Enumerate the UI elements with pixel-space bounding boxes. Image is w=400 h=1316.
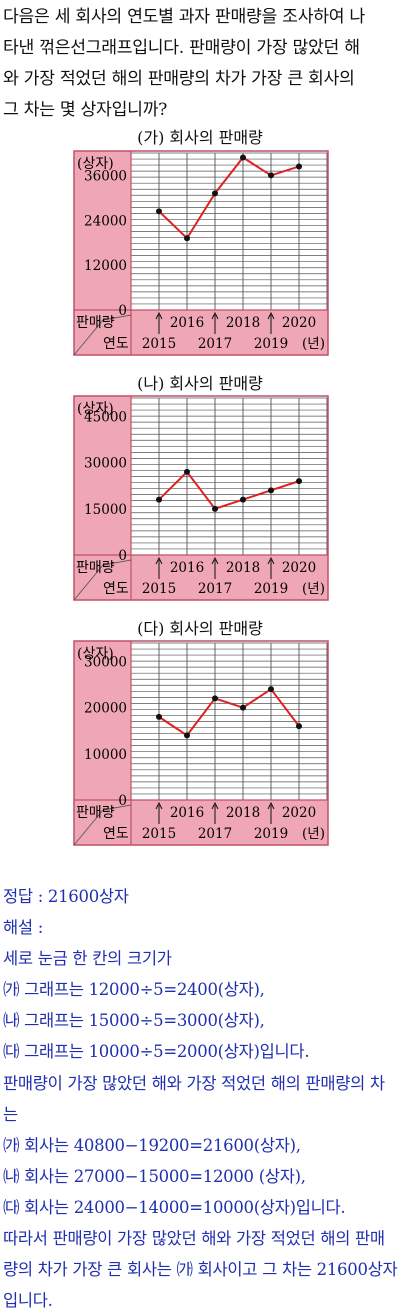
row-label: 판매량 (76, 805, 115, 821)
data-point (184, 732, 190, 739)
data-point (268, 487, 274, 494)
y-tick-label: 0 (118, 548, 127, 564)
data-point (184, 235, 190, 242)
explanation-line: ㈐ 회사는 24000−14000=10000(상자)입니다. (3, 1197, 346, 1217)
data-point (240, 496, 246, 503)
x-tick-label: 2018 (226, 560, 260, 576)
data-point (296, 478, 302, 485)
x-tick-label: 2016 (170, 560, 204, 576)
data-point (268, 686, 274, 693)
x-tick-label: 2016 (170, 315, 204, 331)
y-tick-label: 10000 (84, 747, 127, 763)
column-label: 연도 (103, 581, 129, 597)
explanation-line: ㈐ 그래프는 10000÷5=2000(상자)입니다. (3, 1042, 310, 1062)
y-tick-label: 24000 (84, 213, 127, 229)
y-tick-label: 20000 (84, 701, 127, 717)
data-point (184, 468, 190, 475)
x-tick-label: 2017 (198, 581, 232, 597)
y-tick-label: 36000 (84, 168, 127, 184)
explanation-line: ㈏ 그래프는 15000÷5=3000(상자), (3, 1011, 265, 1031)
column-label: 연도 (103, 336, 129, 352)
x-tick-label: 2015 (142, 826, 176, 842)
x-tick-label: 2016 (170, 805, 204, 821)
y-tick-label: 45000 (84, 409, 127, 425)
explanation-line: ㈎ 회사는 40800−19200=21600(상자), (3, 1135, 301, 1155)
y-axis-label: (상자) (77, 401, 114, 417)
answer-section: 정답 : 21600상자 해설 : 세로 눈금 한 칸의 크기가 ㈎ 그래프는 … (3, 881, 399, 1316)
y-axis-panel (74, 396, 131, 555)
data-point (212, 190, 218, 197)
explanation-line: 세로 눈금 한 칸의 크기가 (3, 949, 172, 969)
data-point (240, 154, 246, 161)
x-tick-label: 2018 (226, 805, 260, 821)
data-point (240, 704, 246, 711)
x-tick-label: 2015 (142, 581, 176, 597)
y-tick-label: 0 (118, 303, 127, 319)
data-point (296, 723, 302, 730)
data-point (268, 172, 274, 179)
data-point (296, 163, 302, 170)
x-tick-label: 2020 (282, 315, 316, 331)
explanation-label: 해설 : (3, 918, 43, 938)
unit-label: (년) (302, 336, 325, 352)
x-tick-label: 2020 (282, 805, 316, 821)
explanation-line: ㈎ 그래프는 12000÷5=2400(상자), (3, 980, 265, 1000)
row-label: 판매량 (76, 560, 115, 576)
explanation-line: 판매량이 가장 많았던 해와 가장 적었던 해의 판매량의 차는 (3, 1073, 385, 1124)
data-point (156, 496, 162, 503)
x-tick-label: 2018 (226, 315, 260, 331)
answer-line: 정답 : 21600상자 (3, 887, 129, 906)
x-tick-label: 2017 (198, 826, 232, 842)
explanation-line: 따라서 판매량이 가장 많았던 해와 가장 적었던 해의 판매량의 차가 가장 … (3, 1229, 398, 1311)
explanation-line: ㈏ 회사는 27000−15000=12000 (상자), (3, 1166, 306, 1186)
y-tick-label: 15000 (84, 502, 127, 518)
chart-title-c: (다) 회사의 판매량 (137, 619, 263, 638)
y-axis-label: (상자) (77, 646, 114, 662)
y-axis-panel (74, 151, 131, 310)
x-tick-label: 2019 (254, 581, 288, 597)
column-label: 연도 (103, 826, 129, 842)
question-text: 다음은 세 회사의 연도별 과자 판매량을 조사하여 나 타낸 꺾은선그래프입니… (3, 7, 365, 120)
y-axis-label: (상자) (77, 156, 114, 172)
y-tick-label: 30000 (84, 654, 127, 670)
x-tick-label: 2019 (254, 826, 288, 842)
x-tick-label: 2017 (198, 336, 232, 352)
data-point (156, 208, 162, 215)
y-tick-label: 12000 (84, 258, 127, 274)
y-tick-label: 30000 (84, 456, 127, 472)
x-tick-label: 2015 (142, 336, 176, 352)
data-point (212, 695, 218, 702)
data-point (156, 713, 162, 720)
series-line (158, 470, 300, 510)
y-axis-panel (74, 641, 131, 800)
x-tick-label: 2020 (282, 560, 316, 576)
x-tick-label: 2019 (254, 336, 288, 352)
chart-title-b: (나) 회사의 판매량 (137, 374, 263, 393)
row-label: 판매량 (76, 315, 115, 331)
unit-label: (년) (302, 826, 325, 842)
data-point (212, 505, 218, 512)
series-line (158, 156, 300, 240)
y-tick-label: 0 (118, 793, 127, 809)
unit-label: (년) (302, 581, 325, 597)
chart-title-a: (가) 회사의 판매량 (137, 128, 263, 147)
series-line (158, 687, 300, 737)
